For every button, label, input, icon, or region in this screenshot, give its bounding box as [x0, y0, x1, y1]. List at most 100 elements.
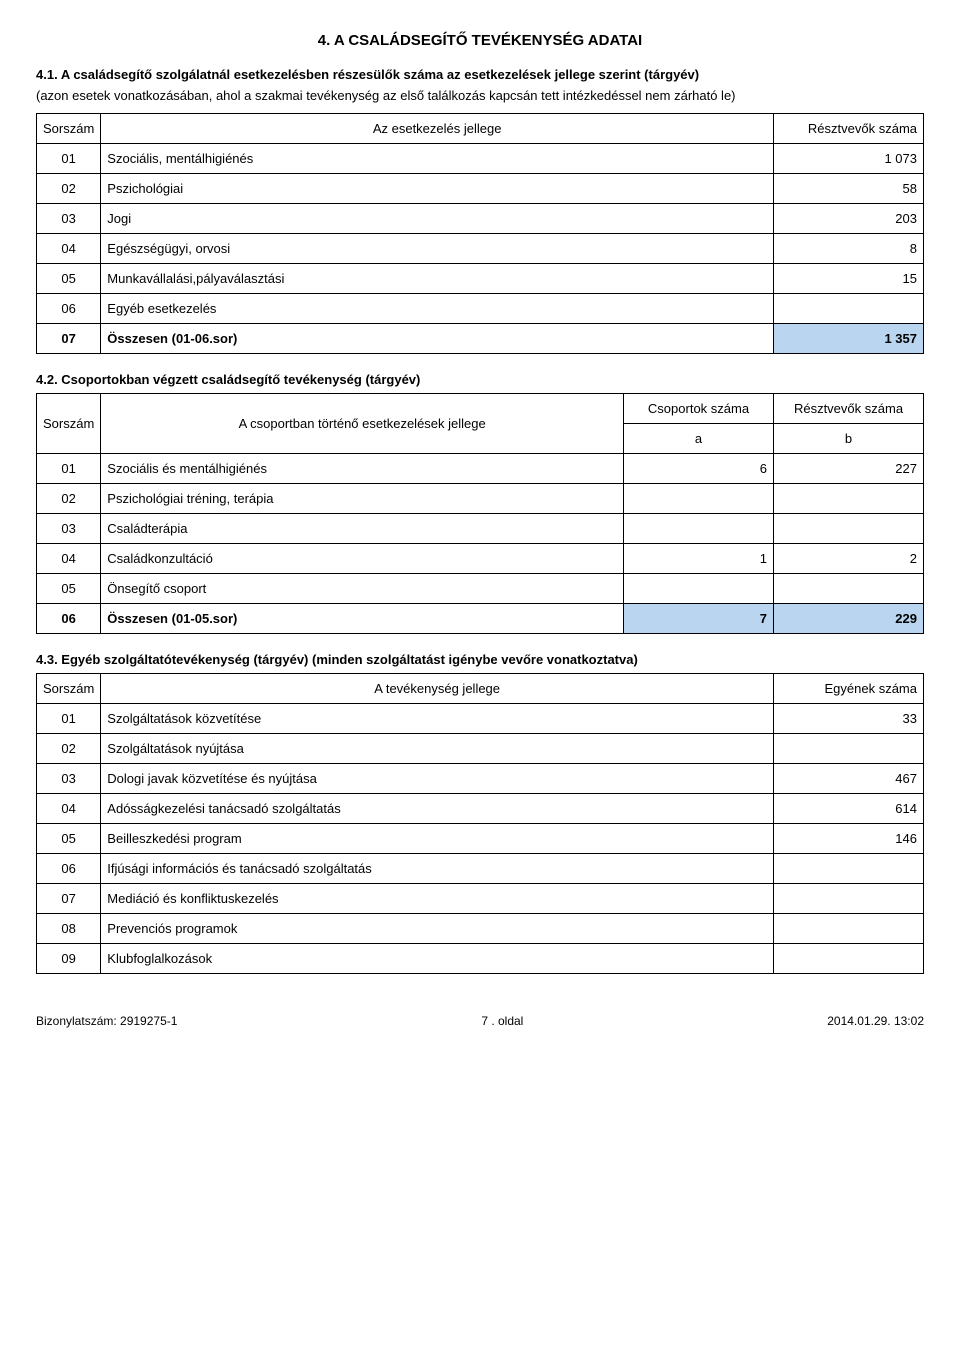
cell-value: 58 — [774, 174, 924, 204]
cell-label: Prevenciós programok — [101, 914, 774, 944]
footer-left: Bizonylatszám: 2919275-1 — [36, 1014, 177, 1028]
t42-h1: A csoportban történő esetkezelések jelle… — [101, 394, 624, 454]
cell-label: Ifjúsági információs és tanácsadó szolgá… — [101, 854, 774, 884]
table-row: 03Jogi203 — [37, 204, 924, 234]
cell-label: Szociális és mentálhigiénés — [101, 454, 624, 484]
cell-sorszam: 05 — [37, 264, 101, 294]
t42-title: 4.2. Csoportokban végzett családsegítő t… — [36, 372, 924, 387]
cell-label: Egyéb esetkezelés — [101, 294, 774, 324]
cell-b — [774, 574, 924, 604]
footer-right: 2014.01.29. 13:02 — [827, 1014, 924, 1028]
cell-value: 8 — [774, 234, 924, 264]
t41-note: (azon esetek vonatkozásában, ahol a szak… — [36, 88, 924, 103]
cell-value: 1 073 — [774, 144, 924, 174]
cell-value: 15 — [774, 264, 924, 294]
cell-sorszam: 06 — [37, 604, 101, 634]
cell-sorszam: 03 — [37, 514, 101, 544]
cell-label: Mediáció és konfliktuskezelés — [101, 884, 774, 914]
cell-value: 614 — [774, 794, 924, 824]
cell-value: 1 357 — [774, 324, 924, 354]
cell-label: Családterápia — [101, 514, 624, 544]
cell-value: 203 — [774, 204, 924, 234]
cell-a — [624, 514, 774, 544]
table-row: 06Ifjúsági információs és tanácsadó szol… — [37, 854, 924, 884]
cell-value: 33 — [774, 704, 924, 734]
cell-b — [774, 484, 924, 514]
cell-sorszam: 07 — [37, 324, 101, 354]
t42-sa: a — [624, 424, 774, 454]
cell-label: Szociális, mentálhigiénés — [101, 144, 774, 174]
section-title: 4. A CSALÁDSEGÍTŐ TEVÉKENYSÉG ADATAI — [36, 32, 924, 49]
cell-sorszam: 06 — [37, 854, 101, 884]
cell-sorszam: 05 — [37, 574, 101, 604]
cell-label: Pszichológiai tréning, terápia — [101, 484, 624, 514]
cell-sorszam: 04 — [37, 234, 101, 264]
table-row: 05Beilleszkedési program146 — [37, 824, 924, 854]
cell-sorszam: 02 — [37, 484, 101, 514]
table-row: 02Pszichológiai tréning, terápia — [37, 484, 924, 514]
table-row: 06Egyéb esetkezelés — [37, 294, 924, 324]
t43-h0: Sorszám — [37, 674, 101, 704]
t41-title: 4.1. A családsegítő szolgálatnál esetkez… — [36, 67, 924, 82]
table-row: 07Mediáció és konfliktuskezelés — [37, 884, 924, 914]
table-row: 06Összesen (01-05.sor)7229 — [37, 604, 924, 634]
table-row: 05Önsegítő csoport — [37, 574, 924, 604]
t42-sb: b — [774, 424, 924, 454]
cell-value: 467 — [774, 764, 924, 794]
cell-label: Dologi javak közvetítése és nyújtása — [101, 764, 774, 794]
cell-sorszam: 04 — [37, 794, 101, 824]
cell-a: 7 — [624, 604, 774, 634]
table-row: 04Egészségügyi, orvosi8 — [37, 234, 924, 264]
table-43: Sorszám A tevékenység jellege Egyének sz… — [36, 673, 924, 974]
cell-sorszam: 03 — [37, 764, 101, 794]
table-row: 08Prevenciós programok — [37, 914, 924, 944]
table-row: 07Összesen (01-06.sor)1 357 — [37, 324, 924, 354]
cell-sorszam: 09 — [37, 944, 101, 974]
cell-value: 146 — [774, 824, 924, 854]
cell-sorszam: 07 — [37, 884, 101, 914]
table-row: 01Szociális, mentálhigiénés1 073 — [37, 144, 924, 174]
table-row: 02Pszichológiai58 — [37, 174, 924, 204]
cell-b: 2 — [774, 544, 924, 574]
cell-b: 229 — [774, 604, 924, 634]
cell-sorszam: 05 — [37, 824, 101, 854]
table-row: 01Szolgáltatások közvetítése33 — [37, 704, 924, 734]
cell-a: 6 — [624, 454, 774, 484]
cell-label: Adósságkezelési tanácsadó szolgáltatás — [101, 794, 774, 824]
cell-label: Egészségügyi, orvosi — [101, 234, 774, 264]
cell-label: Összesen (01-05.sor) — [101, 604, 624, 634]
cell-b — [774, 514, 924, 544]
cell-a — [624, 484, 774, 514]
t41-h2: Résztvevők száma — [774, 114, 924, 144]
t43-h2: Egyének száma — [774, 674, 924, 704]
table-row: 04Adósságkezelési tanácsadó szolgáltatás… — [37, 794, 924, 824]
footer-center: 7 . oldal — [481, 1014, 523, 1028]
cell-value — [774, 914, 924, 944]
table-row: 09Klubfoglalkozások — [37, 944, 924, 974]
t43-title: 4.3. Egyéb szolgáltatótevékenység (tárgy… — [36, 652, 924, 667]
cell-label: Klubfoglalkozások — [101, 944, 774, 974]
t43-h1: A tevékenység jellege — [101, 674, 774, 704]
cell-a — [624, 574, 774, 604]
cell-label: Pszichológiai — [101, 174, 774, 204]
t41-h0: Sorszám — [37, 114, 101, 144]
table-row: 03Családterápia — [37, 514, 924, 544]
cell-value — [774, 734, 924, 764]
cell-label: Önsegítő csoport — [101, 574, 624, 604]
cell-label: Szolgáltatások nyújtása — [101, 734, 774, 764]
cell-sorszam: 02 — [37, 734, 101, 764]
cell-value — [774, 294, 924, 324]
table-row: 01Szociális és mentálhigiénés6227 — [37, 454, 924, 484]
cell-sorszam: 01 — [37, 704, 101, 734]
cell-sorszam: 04 — [37, 544, 101, 574]
cell-sorszam: 01 — [37, 454, 101, 484]
cell-value — [774, 884, 924, 914]
table-row: 04Családkonzultáció12 — [37, 544, 924, 574]
cell-value — [774, 854, 924, 884]
cell-label: Beilleszkedési program — [101, 824, 774, 854]
page-footer: Bizonylatszám: 2919275-1 7 . oldal 2014.… — [36, 1014, 924, 1028]
t41-h1: Az esetkezelés jellege — [101, 114, 774, 144]
t42-h3: Résztvevők száma — [774, 394, 924, 424]
table-42: Sorszám A csoportban történő esetkezelés… — [36, 393, 924, 634]
t42-h2: Csoportok száma — [624, 394, 774, 424]
